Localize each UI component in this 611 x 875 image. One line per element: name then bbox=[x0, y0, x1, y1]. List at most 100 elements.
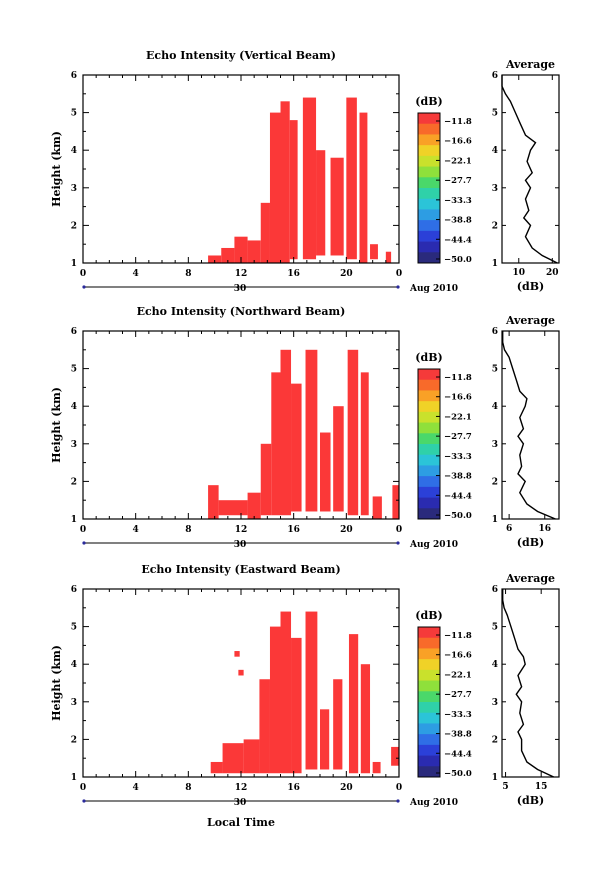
colorbar-label: −22.1 bbox=[444, 412, 472, 422]
echo-region bbox=[208, 255, 222, 263]
profile-y-tick-label: 4 bbox=[492, 660, 498, 670]
date-day-label: 30 bbox=[234, 540, 247, 550]
profile-x-tick-label: 10 bbox=[512, 268, 525, 278]
colorbar-label: −22.1 bbox=[444, 670, 472, 680]
profile-x-label: (dB) bbox=[517, 280, 544, 293]
profile-title: Average bbox=[505, 58, 555, 71]
colorbar-swatch bbox=[418, 401, 440, 413]
colorbar-label: −44.4 bbox=[444, 235, 472, 245]
colorbar-swatch bbox=[418, 145, 440, 157]
echo-region bbox=[218, 500, 248, 516]
echo-region bbox=[392, 485, 399, 519]
profile-x-tick-label: 6 bbox=[506, 524, 512, 534]
colorbar-swatch bbox=[418, 465, 440, 477]
echo-region bbox=[271, 372, 281, 516]
y-tick-label: 3 bbox=[71, 184, 77, 194]
x-tick-label: 16 bbox=[287, 269, 300, 279]
date-bar-start bbox=[82, 285, 86, 289]
panel-title: Echo Intensity (Eastward Beam) bbox=[141, 563, 340, 576]
profile-x-tick-label: 20 bbox=[546, 268, 559, 278]
echo-region bbox=[372, 496, 382, 519]
x-tick-label: 0 bbox=[80, 783, 86, 793]
panel-3: Echo Intensity (Eastward Beam)0 4 8 12 16 20 0… bbox=[50, 563, 560, 808]
colorbar-label: −50.0 bbox=[444, 511, 472, 521]
x-tick-label: 4 bbox=[133, 269, 139, 279]
date-bar-start bbox=[82, 541, 86, 545]
colorbar-swatch bbox=[418, 177, 440, 189]
y-tick-label: 6 bbox=[71, 327, 77, 337]
colorbar-swatch bbox=[418, 134, 440, 146]
colorbar-label: −16.6 bbox=[444, 651, 472, 661]
colorbar-unit: (dB) bbox=[415, 609, 442, 622]
x-tick-label: 8 bbox=[185, 269, 191, 279]
echo-region bbox=[247, 492, 261, 519]
profile-y-tick-label: 2 bbox=[492, 477, 498, 487]
colorbar-label: −33.3 bbox=[444, 196, 472, 206]
colorbar-swatch bbox=[418, 155, 440, 167]
colorbar-swatch bbox=[418, 702, 440, 714]
echo-region bbox=[330, 157, 344, 256]
y-tick-label: 3 bbox=[71, 698, 77, 708]
colorbar-frame bbox=[417, 112, 441, 264]
colorbar-label: −16.6 bbox=[444, 393, 472, 403]
profile-line bbox=[502, 589, 554, 778]
colorbar-swatch bbox=[418, 390, 440, 402]
x-tick-label: 20 bbox=[340, 525, 353, 535]
echo-region bbox=[346, 97, 357, 260]
date-label: Aug 2010 bbox=[409, 540, 458, 550]
colorbar-swatch bbox=[418, 252, 440, 264]
profile-y-tick-label: 6 bbox=[492, 327, 498, 337]
x-tick-label: 0 bbox=[396, 525, 402, 535]
colorbar-label: −11.8 bbox=[444, 117, 472, 127]
colorbar-unit: (dB) bbox=[415, 95, 442, 108]
profile-y-tick-label: 1 bbox=[492, 515, 498, 525]
profile-y-tick-label: 3 bbox=[492, 698, 498, 708]
profile-frame bbox=[501, 74, 560, 264]
y-tick-label: 4 bbox=[71, 402, 77, 412]
colorbar-swatch bbox=[418, 486, 440, 498]
echo-region bbox=[238, 669, 244, 676]
colorbar-swatch bbox=[418, 508, 440, 520]
echo-region bbox=[372, 761, 381, 774]
y-tick-label: 2 bbox=[71, 477, 77, 487]
x-tick-label: 0 bbox=[80, 525, 86, 535]
echo-region bbox=[289, 120, 298, 260]
colorbar-swatch bbox=[418, 166, 440, 178]
echo-region bbox=[316, 150, 326, 256]
echo-region bbox=[370, 244, 378, 260]
colorbar-label: −11.8 bbox=[444, 631, 472, 641]
profile-x-tick-label: 16 bbox=[538, 524, 551, 534]
x-tick-label: 20 bbox=[340, 783, 353, 793]
echo-region bbox=[320, 709, 330, 770]
echo-region bbox=[269, 626, 281, 774]
y-axis-label: Height (km) bbox=[50, 645, 63, 721]
colorbar-swatch bbox=[418, 734, 440, 746]
colorbar-swatch bbox=[418, 220, 440, 232]
colorbar-swatch bbox=[418, 712, 440, 724]
colorbar-label: −44.4 bbox=[444, 491, 472, 501]
profile-y-tick-label: 2 bbox=[492, 735, 498, 745]
x-tick-label: 16 bbox=[287, 783, 300, 793]
colorbar-swatch bbox=[418, 637, 440, 649]
x-tick-label: 0 bbox=[396, 783, 402, 793]
panel-title: Echo Intensity (Northward Beam) bbox=[137, 305, 346, 318]
echo-region bbox=[291, 637, 302, 774]
colorbar-label: −22.1 bbox=[444, 156, 472, 166]
x-tick-label: 0 bbox=[80, 269, 86, 279]
profile-frame bbox=[501, 330, 560, 520]
colorbar-swatch bbox=[418, 369, 440, 381]
echo-region bbox=[280, 611, 292, 774]
echo-region bbox=[360, 664, 371, 774]
colorbar-frame bbox=[417, 368, 441, 520]
y-tick-label: 5 bbox=[71, 109, 77, 119]
date-bar-end bbox=[396, 541, 400, 545]
echo-region bbox=[260, 443, 272, 516]
colorbar-swatch bbox=[418, 230, 440, 242]
date-bar-start bbox=[82, 799, 86, 803]
echo-region bbox=[269, 112, 281, 263]
colorbar-frame bbox=[417, 626, 441, 778]
x-tick-label: 8 bbox=[185, 525, 191, 535]
echo-region bbox=[348, 634, 359, 774]
colorbar-swatch bbox=[418, 744, 440, 756]
date-label: Aug 2010 bbox=[409, 284, 458, 294]
